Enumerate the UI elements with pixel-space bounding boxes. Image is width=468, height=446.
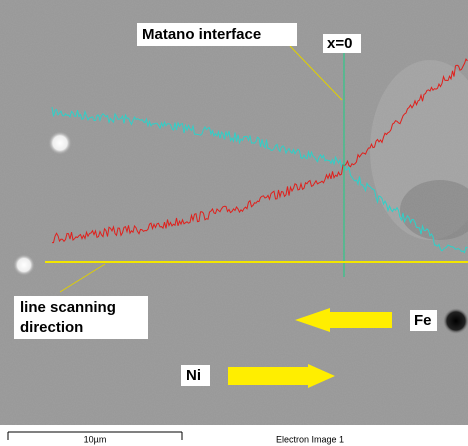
annotation: direction	[20, 319, 83, 336]
micrograph	[0, 0, 468, 425]
annotation: line scanning	[20, 299, 116, 316]
caption: Electron Image 1	[276, 434, 344, 444]
sem-figure: Matano interface x=0 line scanning direc…	[0, 0, 468, 446]
annotation: x=0	[327, 35, 352, 52]
scale-label: 10µm	[84, 434, 107, 444]
annotation: Matano interface	[142, 26, 261, 43]
annotation: Ni	[186, 367, 201, 384]
annotation: Fe	[414, 312, 432, 329]
